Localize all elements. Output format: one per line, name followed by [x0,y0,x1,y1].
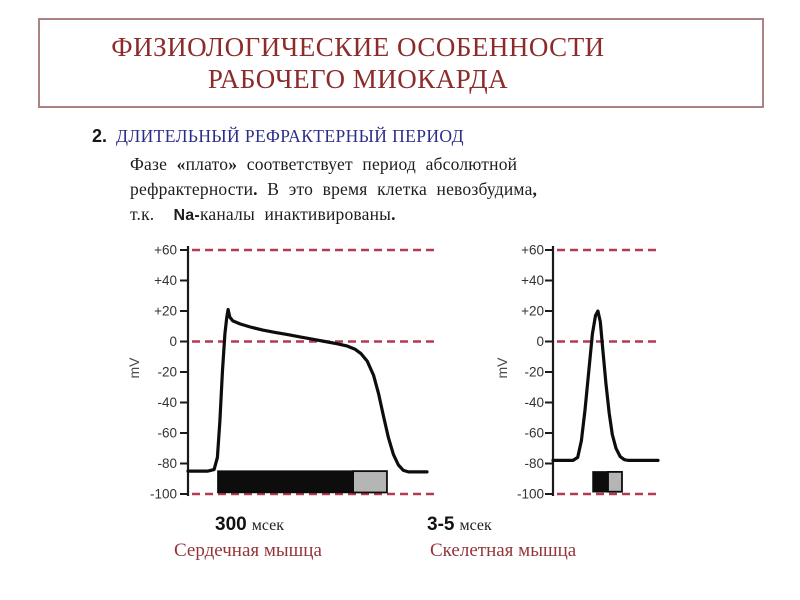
skeletal-duration-value: 3-5 [427,514,455,535]
y-tick-label: -100 [150,487,177,502]
text-segment: Na- [173,207,200,224]
y-tick-label: -20 [524,365,544,380]
y-axis-label: mV [494,357,510,379]
skeletal-duration: 3-5 мсек [427,514,492,536]
y-tick-label: +40 [154,273,177,288]
y-tick-label: -60 [524,426,544,441]
y-tick-label: -60 [157,426,177,441]
title-box: ФИЗИОЛОГИЧЕСКИЕ ОСОБЕННОСТИ РАБОЧЕГО МИО… [38,18,764,108]
text-segment: каналы инактивированы [199,204,392,224]
cardiac-muscle-chart: +60 +40 +20 0 -20 -40 -60 -80 -100 mV [126,243,437,502]
y-tick-label: -40 [524,395,544,410]
text-segment: соответствует период абсолютной [237,154,518,174]
skeletal-muscle-chart: +60 +40 +20 0 -20 -40 -60 -80 -100 mV [494,243,660,502]
relative-refractory-bar [607,470,623,493]
y-tick-label: +20 [154,304,177,319]
cardiac-duration-unit: мсек [251,517,284,534]
item-number: 2. [92,126,108,146]
text-segment: плато [185,154,229,174]
y-tick-label: -20 [157,365,177,380]
skeletal-muscle-action-potential-curve [551,309,660,462]
cardiac-duration-value: 300 [215,514,247,535]
page-title-line1: ФИЗИОЛОГИЧЕСКИЕ ОСОБЕННОСТИ [111,32,605,62]
y-tick-label: -40 [157,395,177,410]
absolute-refractory-bar [592,471,609,493]
relative-refractory-bar [352,470,388,494]
section-heading-row: 2. ДЛИТЕЛЬНЫЙ РЕФРАКТЕРНЫЙ ПЕРИОД [92,126,464,147]
y-tick-label: +60 [154,243,177,258]
y-tick-label: -80 [157,456,177,471]
absolute-refractory-bar [217,470,354,494]
y-tick-label: 0 [536,334,544,349]
paragraph-line: Фазе «плато» соответствует период абсолю… [130,152,630,177]
text-segment: » [228,154,238,174]
paragraph-line: рефрактерности. В это время клетка невоз… [130,177,630,202]
y-tick-label: +40 [521,273,544,288]
text-segment: , [532,179,538,199]
text-segment: Фазе [130,154,177,174]
text-segment: т.к. [130,204,174,224]
y-tick-label: 0 [169,334,177,349]
cardiac-muscle-caption: Сердечная мышца [174,540,322,561]
y-axis-label: mV [126,357,142,379]
y-tick-label: -100 [517,487,544,502]
y-tick-label: -80 [524,456,544,471]
y-tick-label: +20 [521,304,544,319]
paragraph: Фазе «плато» соответствует период абсолю… [130,152,630,228]
text-segment: « [176,154,186,174]
skeletal-muscle-caption: Скелетная мышца [430,540,577,561]
y-tick-label: +60 [521,243,544,258]
page-title: ФИЗИОЛОГИЧЕСКИЕ ОСОБЕННОСТИ РАБОЧЕГО МИО… [40,20,762,95]
cardiac-muscle-action-potential-curve [186,307,429,474]
text-segment: рефрактерности [130,179,254,199]
page-title-line2: РАБОЧЕГО МИОКАРДА [207,64,509,94]
cardiac-duration: 300 мсек [215,514,284,536]
section-heading: ДЛИТЕЛЬНЫЙ РЕФРАКТЕРНЫЙ ПЕРИОД [116,126,464,146]
skeletal-duration-unit: мсек [459,517,492,534]
text-segment: . [391,204,396,224]
paragraph-line: т.к. Na-каналы инактивированы. [130,202,630,228]
text-segment: . [253,179,258,199]
text-segment: В это время клетка невозбудима [257,179,533,199]
